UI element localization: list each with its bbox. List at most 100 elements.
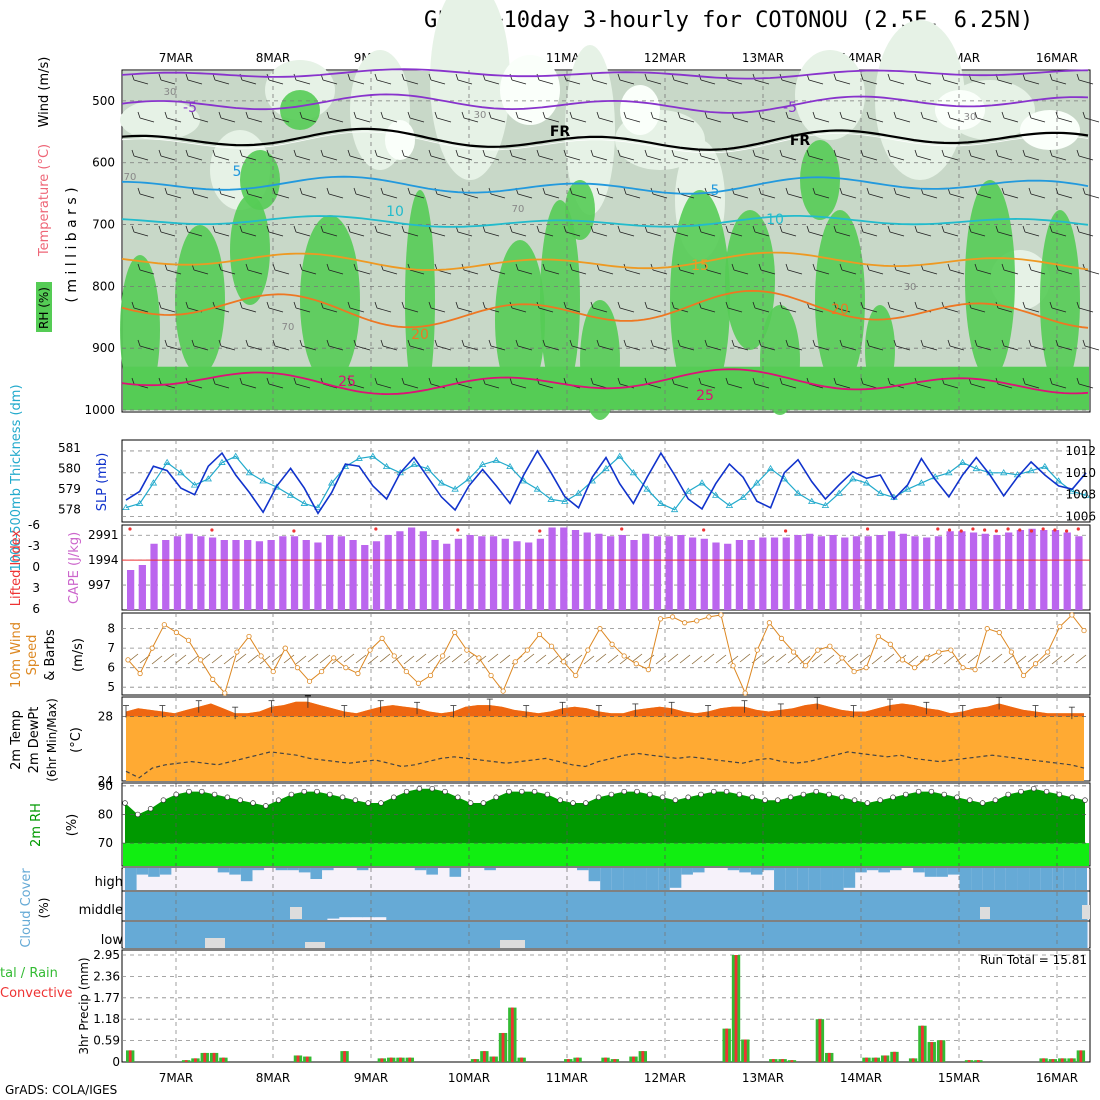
wind-barb bbox=[781, 383, 797, 389]
wind-barb bbox=[862, 79, 878, 85]
middle-cloud-bar bbox=[754, 892, 767, 920]
wind-barb bbox=[166, 193, 182, 199]
contour-label: 10 bbox=[766, 212, 784, 228]
wind-barb bbox=[436, 345, 452, 351]
thickness-tick-label: 579 bbox=[58, 482, 81, 496]
precip-convective-bar bbox=[343, 1051, 346, 1062]
wind-barb-flag bbox=[752, 225, 756, 233]
wind-speed-series-point bbox=[161, 622, 167, 628]
wind-barb bbox=[841, 345, 857, 351]
middle-cloud-bar bbox=[505, 892, 518, 920]
wind-barb-10m bbox=[451, 653, 463, 663]
cape-bar bbox=[887, 531, 896, 610]
wind-speed-series-point bbox=[682, 620, 688, 626]
wind-barb bbox=[592, 79, 608, 85]
cape-bar bbox=[396, 531, 404, 610]
low-cloud-bar bbox=[481, 922, 494, 948]
high-cloud-bar bbox=[971, 868, 983, 890]
wind-barb bbox=[598, 117, 614, 123]
wind-barb bbox=[139, 193, 155, 199]
precip-convective-bar bbox=[473, 1059, 477, 1062]
wind-barb-flag bbox=[542, 187, 546, 195]
cloud-gap bbox=[305, 942, 325, 948]
wind-barb bbox=[652, 193, 668, 199]
middle-cloud-bar bbox=[362, 892, 375, 918]
wind-barb-10m bbox=[583, 655, 595, 665]
wind-barb-10m bbox=[823, 654, 835, 664]
precip-convective-bar bbox=[790, 1060, 794, 1062]
temperature-contour bbox=[121, 251, 1089, 271]
li-point bbox=[128, 527, 132, 531]
wind-speed-series-point bbox=[367, 647, 373, 653]
wind-speed-series-point bbox=[391, 653, 397, 659]
wind-barb-flag bbox=[266, 377, 270, 385]
wind-barb-flag bbox=[893, 187, 897, 195]
rh-point bbox=[890, 794, 896, 801]
wind-barb-10m bbox=[847, 653, 859, 663]
thickness-series-point bbox=[451, 485, 459, 492]
wind-barb-flag bbox=[866, 339, 870, 347]
cape-bar bbox=[244, 540, 252, 610]
wind-barb-flag bbox=[488, 339, 492, 347]
wind-barb bbox=[484, 383, 500, 389]
wind-barb-flag bbox=[374, 377, 378, 385]
thickness-series-point bbox=[629, 469, 638, 476]
date-label-bottom: 7MAR bbox=[159, 1071, 194, 1085]
rh-point bbox=[467, 800, 474, 806]
wind-speed-series-point bbox=[403, 668, 409, 675]
wind-barb-flag bbox=[407, 187, 411, 195]
wind-barb bbox=[760, 269, 776, 275]
lifted-index-axis-label: Lifted Index bbox=[9, 529, 24, 606]
wind-barb-flag bbox=[218, 263, 222, 271]
middle-cloud-bar bbox=[481, 892, 494, 920]
rh-point bbox=[903, 791, 909, 798]
wind-barb-10m bbox=[187, 655, 199, 665]
wind-barb-flag bbox=[158, 301, 162, 309]
wind-barb-flag bbox=[725, 301, 729, 309]
wind-barb-10m bbox=[439, 655, 451, 665]
contour-label: 70 bbox=[512, 204, 525, 215]
cape-bar bbox=[536, 538, 545, 610]
wind-barb bbox=[727, 155, 743, 161]
rh-point bbox=[800, 791, 807, 798]
li-tick-label: 0 bbox=[32, 560, 40, 574]
wind-speed-series-point bbox=[972, 667, 978, 673]
wind-barb bbox=[565, 155, 581, 161]
li-point bbox=[210, 528, 214, 532]
low-cloud-bar bbox=[172, 922, 185, 948]
precip-convective-bar bbox=[380, 1058, 384, 1062]
wind-speed-series-point bbox=[815, 647, 821, 653]
precip-convective-bar bbox=[492, 1056, 496, 1062]
temperature-axis-label: Temperature (°C) bbox=[37, 144, 52, 257]
cape-bar bbox=[665, 536, 673, 610]
wind-barb-flag bbox=[347, 377, 351, 385]
thickness-series-point bbox=[286, 491, 295, 498]
wind-barb-flag bbox=[428, 301, 432, 309]
middle-cloud-bar bbox=[623, 892, 637, 920]
wind-barb bbox=[922, 193, 938, 199]
wind-barb bbox=[301, 117, 317, 123]
wind-barb bbox=[679, 117, 695, 123]
high-cloud-bar bbox=[1029, 868, 1041, 890]
wind-barb-flag bbox=[137, 263, 141, 271]
rh-point bbox=[711, 788, 717, 795]
cape-bar bbox=[1075, 536, 1083, 610]
wind-barb-flag bbox=[239, 377, 243, 385]
low-cloud-bar bbox=[1063, 922, 1076, 948]
date-label-bottom: 16MAR bbox=[1036, 1071, 1078, 1085]
precip-convective-bar bbox=[576, 1057, 579, 1062]
wind-barb-flag bbox=[644, 149, 648, 157]
wind-barb bbox=[652, 117, 668, 123]
middle-cloud-bar bbox=[695, 892, 708, 920]
wind-barb-flag bbox=[1022, 73, 1026, 81]
thickness-series-point bbox=[1082, 491, 1090, 498]
wind-barb-flag bbox=[644, 377, 648, 385]
rh-point bbox=[659, 794, 666, 801]
wind-barb bbox=[409, 193, 425, 199]
wind-barb-flag bbox=[191, 111, 195, 119]
wind-barb-10m bbox=[475, 655, 487, 665]
thickness-tick-label: 581 bbox=[58, 441, 81, 455]
wind-barb bbox=[571, 117, 587, 123]
wind-barb-10m bbox=[787, 654, 799, 664]
middle-cloud-bar bbox=[493, 892, 506, 920]
